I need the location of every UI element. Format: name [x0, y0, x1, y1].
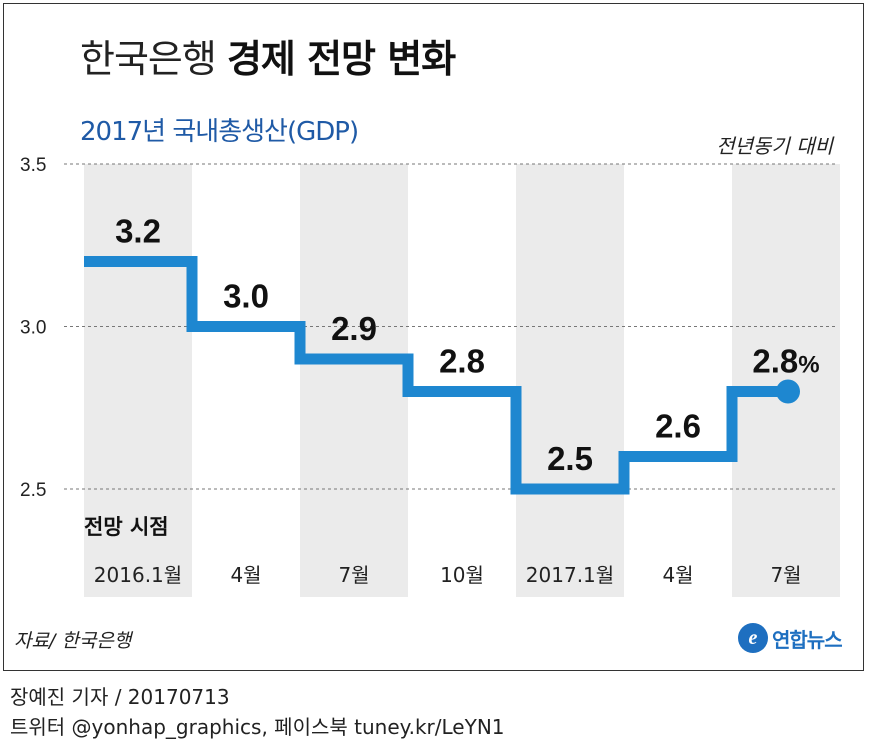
unit-note: 전년동기 대비: [716, 134, 833, 158]
chart-subtitle: 2017년 국내총생산(GDP): [80, 117, 359, 147]
chart-title: 한국은행 경제 전망 변화: [80, 28, 456, 83]
value-label: 2.8: [439, 343, 485, 380]
column-band: [84, 164, 192, 597]
end-point-marker: [776, 379, 800, 404]
value-label: 3.2: [115, 213, 161, 250]
y-tick-label: 3.0: [20, 318, 46, 339]
series-step-line: [84, 256, 786, 495]
yonhap-logo: e 연합뉴스: [738, 623, 843, 653]
value-label: 3.0: [223, 278, 269, 315]
x-axis-header: 전망 시점: [84, 515, 169, 539]
x-category-label: 7월: [338, 563, 369, 587]
source-note: 자료/ 한국은행: [14, 630, 132, 652]
x-category-label: 2017.1월: [526, 563, 614, 587]
title-bold: 경제 전망 변화: [226, 37, 456, 81]
x-category-label: 2016.1월: [94, 563, 182, 587]
logo-mark-icon: e: [738, 623, 768, 653]
x-category-label: 10월: [440, 563, 484, 587]
y-tick-label: 3.5: [20, 155, 46, 176]
logo-name: 연합뉴스: [772, 627, 843, 652]
x-category-label: 7월: [770, 563, 801, 587]
y-tick-label: 2.5: [20, 480, 46, 501]
credit-line-1: 장예진 기자 / 20170713: [10, 685, 230, 709]
value-label: 2.9: [331, 310, 377, 347]
title-light: 한국은행: [80, 37, 217, 81]
x-category-label: 4월: [662, 563, 693, 587]
x-category-label: 4월: [230, 563, 261, 587]
column-band: [300, 164, 408, 597]
column-band: [516, 164, 624, 597]
value-label: 2.5: [547, 440, 593, 477]
credit-line-2: 트위터 @yonhap_graphics, 페이스북 tuney.kr/LeYN…: [10, 715, 505, 739]
value-unit: %: [798, 352, 819, 379]
value-label: 2.6: [655, 408, 701, 445]
